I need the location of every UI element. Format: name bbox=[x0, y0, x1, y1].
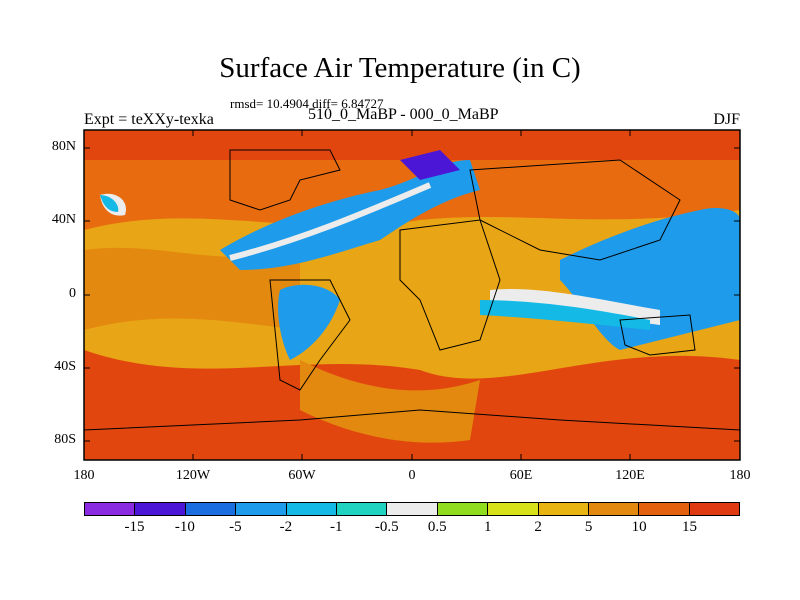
x-label-60w: 60W bbox=[288, 468, 316, 483]
colorbar-label: 0.5 bbox=[427, 519, 447, 535]
colorbar-box bbox=[488, 503, 539, 515]
pacific-cool-spot bbox=[100, 195, 119, 212]
colorbar-box bbox=[588, 503, 640, 515]
south-america-cool-spot bbox=[278, 284, 340, 360]
x-label-180e: 180 bbox=[729, 468, 751, 483]
colorbar-box bbox=[185, 503, 237, 515]
colorbar-box bbox=[336, 503, 388, 515]
x-label-120w: 120W bbox=[175, 468, 211, 483]
x-label-60e: 60E bbox=[509, 468, 533, 483]
colorbar-label: -10 bbox=[174, 519, 195, 535]
north-america-outline bbox=[229, 149, 341, 211]
cold-band-edge bbox=[229, 182, 432, 261]
colorbar-box bbox=[286, 503, 337, 515]
south-atlantic-region bbox=[300, 360, 480, 443]
x-label-120e: 120E bbox=[615, 468, 645, 483]
y-label-80s: 80S bbox=[54, 432, 76, 447]
y-label-40n: 40N bbox=[51, 212, 76, 227]
y-label-80n: 80N bbox=[51, 139, 76, 154]
x-label-180w: 180 bbox=[73, 468, 95, 483]
equatorial-cool-band bbox=[480, 300, 650, 330]
y-ticks bbox=[84, 147, 740, 442]
colorbar-label: -15 bbox=[124, 519, 145, 535]
africa-outline bbox=[399, 219, 501, 351]
antarctica-outline bbox=[83, 409, 741, 431]
eurasia-outline bbox=[469, 159, 681, 261]
colorbar-box bbox=[437, 503, 489, 515]
experiment-label: Expt = teXXy-texka bbox=[84, 111, 214, 128]
australia-outline bbox=[619, 314, 696, 356]
colorbar-box bbox=[639, 503, 690, 515]
colorbar-label: -0.5 bbox=[374, 519, 399, 535]
colorbar-box bbox=[689, 503, 740, 515]
colorbar-box bbox=[85, 503, 136, 515]
south-america-outline bbox=[269, 279, 351, 391]
stats-label: rmsd= 10.4904 diff= 6.84727 bbox=[230, 96, 384, 111]
colorbar-label: 2 bbox=[534, 519, 542, 535]
comparison-label: 510_0_MaBP - 000_0_MaBP bbox=[308, 106, 499, 123]
colorbar bbox=[84, 502, 740, 516]
colorbar-label: 10 bbox=[631, 519, 647, 535]
colorbar-label: -2 bbox=[279, 519, 293, 535]
colorbar-box bbox=[135, 503, 186, 515]
season-label: DJF bbox=[713, 111, 740, 128]
colorbar-box bbox=[538, 503, 589, 515]
plot-title: Surface Air Temperature (in C) bbox=[219, 52, 581, 84]
colorbar-box bbox=[236, 503, 287, 515]
colorbar-label: -1 bbox=[330, 519, 343, 535]
colorbar-label: -5 bbox=[229, 519, 242, 535]
colorbar-box bbox=[387, 503, 438, 515]
colorbar-label: 1 bbox=[483, 519, 492, 535]
colorbar-label: 15 bbox=[682, 519, 698, 535]
y-label-0: 0 bbox=[69, 286, 76, 301]
colorbar-label: 5 bbox=[584, 519, 593, 535]
arctic-cold-spot bbox=[400, 150, 460, 180]
y-label-40s: 40S bbox=[54, 359, 76, 374]
x-ticks bbox=[83, 130, 741, 460]
x-label-0: 0 bbox=[408, 468, 416, 483]
